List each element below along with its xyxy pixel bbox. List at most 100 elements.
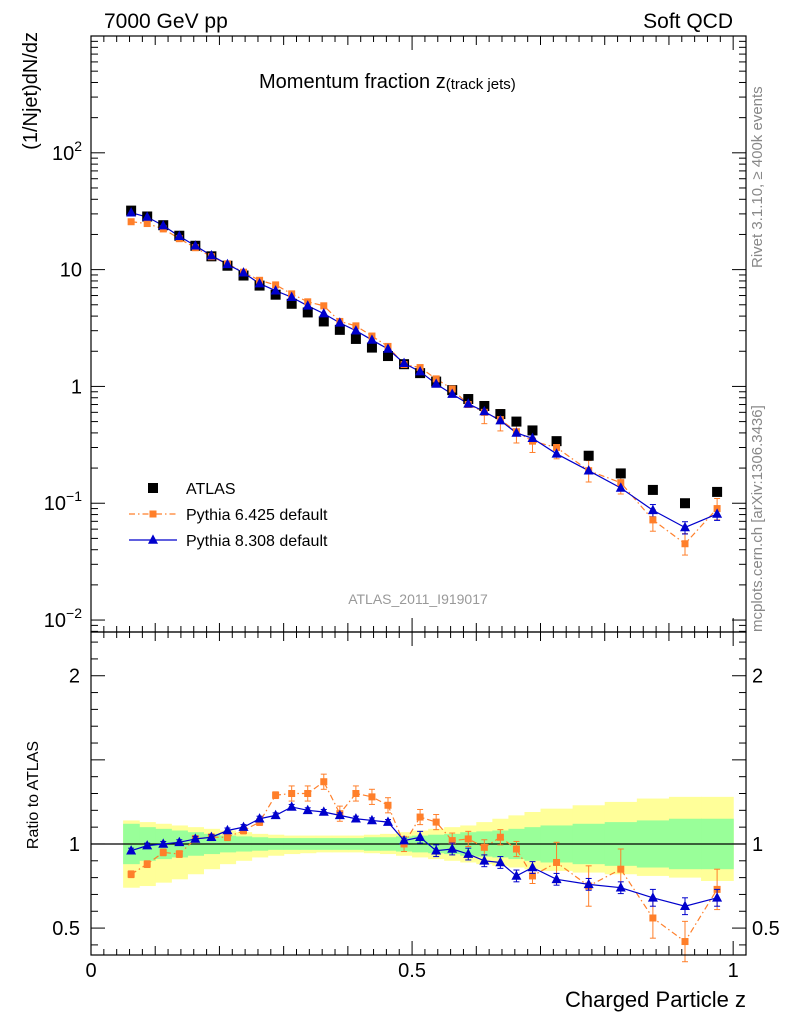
ratio-pythia8-point bbox=[415, 831, 426, 842]
atlas-point bbox=[679, 498, 690, 509]
ratio-pythia6-point bbox=[352, 790, 360, 797]
x-tick-label: 0.5 bbox=[398, 960, 426, 982]
ratio-pythia6-point bbox=[617, 865, 625, 873]
pythia8-point bbox=[158, 220, 169, 230]
header-left: 7000 GeV pp bbox=[104, 10, 228, 33]
pythia6-point bbox=[127, 218, 135, 226]
pythia6-point bbox=[320, 302, 328, 310]
y-tick-label: 10 bbox=[60, 260, 82, 282]
y-tick-exp: 2 bbox=[74, 138, 82, 154]
pythia8-point bbox=[126, 207, 137, 217]
pythia8-point bbox=[190, 240, 201, 250]
ratio-pythia6-point bbox=[384, 801, 392, 809]
atlas-point bbox=[583, 450, 594, 461]
ratio-pythia6-point bbox=[432, 818, 440, 826]
pythia6-point bbox=[553, 444, 561, 452]
legend-label: Pythia 8.308 default bbox=[186, 533, 328, 550]
ratio-pythia8-point bbox=[222, 824, 233, 835]
mcplots-label: mcplots.cern.ch [arXiv:1306.3436] bbox=[749, 405, 766, 632]
atlas-point bbox=[366, 342, 377, 353]
ratio-pythia6-point bbox=[416, 813, 424, 821]
pythia6-point bbox=[649, 516, 657, 524]
ratio-pythia6-point bbox=[649, 914, 657, 922]
pythia8-point bbox=[174, 230, 185, 241]
ratio-y-tick-label-right: 1 bbox=[752, 834, 763, 856]
rivet-label: Rivet 3.1.10, ≥ 400k events bbox=[749, 86, 766, 268]
legend-label: Pythia 6.425 default bbox=[186, 507, 328, 524]
y-tick-label: 102 bbox=[52, 138, 82, 165]
legend-marker bbox=[148, 534, 158, 544]
title-sub: (track jets) bbox=[446, 76, 516, 93]
atlas-point bbox=[712, 486, 723, 497]
atlas-point bbox=[334, 324, 345, 335]
ratio-pythia8-point bbox=[382, 816, 393, 826]
ratio-pythia6-point bbox=[304, 790, 312, 797]
y-tick-label: 10−2 bbox=[44, 605, 82, 632]
pythia8-point bbox=[142, 211, 153, 221]
ratio-pythia8-point bbox=[463, 848, 474, 858]
y-tick-base: 1 bbox=[71, 376, 82, 398]
ratio-ylabel: Ratio to ATLAS bbox=[25, 741, 42, 849]
pythia6-point bbox=[681, 540, 689, 548]
ratio-y-tick-label-left: 0.5 bbox=[52, 918, 80, 940]
y-tick-label: 10−1 bbox=[44, 488, 82, 515]
pythia6-line bbox=[131, 221, 718, 545]
ratio-pythia8-point bbox=[551, 873, 562, 884]
xlabel: Charged Particle z bbox=[565, 987, 746, 1012]
ratio-pythia8-point bbox=[334, 809, 345, 820]
atlas-point bbox=[350, 333, 361, 344]
y-tick-base: 10 bbox=[44, 610, 66, 632]
pythia8-point bbox=[415, 365, 426, 376]
x-tick-label: 0 bbox=[85, 960, 96, 982]
atlas-point bbox=[551, 436, 562, 447]
pythia8-point bbox=[334, 317, 345, 327]
ratio-frame bbox=[90, 631, 747, 956]
ratio-pythia8-point bbox=[190, 833, 201, 843]
ratio-pythia8-point bbox=[447, 843, 458, 853]
pythia8-point bbox=[382, 343, 393, 353]
ratio-pythia6-point bbox=[368, 793, 376, 801]
pythia8-point bbox=[431, 378, 442, 388]
pythia8-point bbox=[318, 308, 329, 318]
ratio-y-tick-label-left: 1 bbox=[69, 834, 80, 856]
ratio-pythia8-point bbox=[286, 801, 297, 811]
ratio-pythia6-point bbox=[512, 845, 520, 853]
ratio-pythia8-point bbox=[238, 821, 249, 831]
legend: ATLAS Pythia 6.425 default Pythia 8.308 de… bbox=[129, 481, 328, 550]
y-tick-base: 10 bbox=[52, 143, 74, 165]
legend-label: ATLAS bbox=[186, 481, 236, 498]
atlas-point bbox=[382, 351, 393, 362]
atlas-point bbox=[495, 409, 506, 420]
pythia8-point bbox=[270, 285, 281, 295]
ratio-pythia8-point bbox=[366, 814, 377, 825]
ratio-pythia8-point bbox=[479, 855, 490, 865]
ratio-y-tick-label-right: 0.5 bbox=[752, 918, 780, 940]
ratio-pythia6-point bbox=[480, 843, 488, 851]
ratio-pythia8-point bbox=[350, 813, 361, 823]
ratio-pythia8-point bbox=[431, 845, 442, 855]
main-title: Momentum fraction z(track jets) bbox=[259, 71, 516, 93]
pythia8-point bbox=[399, 357, 410, 368]
ratio-pythia8-point bbox=[126, 845, 137, 855]
pythia8-point bbox=[551, 448, 562, 458]
y-tick-label: 1 bbox=[71, 376, 82, 398]
y-tick-exp: −2 bbox=[66, 605, 82, 621]
pythia8-point bbox=[254, 277, 265, 288]
pythia8-point bbox=[511, 427, 522, 437]
ratio-pythia6-point bbox=[143, 860, 151, 868]
pythia6-point bbox=[143, 220, 151, 228]
ratio-pythia6-point bbox=[448, 837, 456, 845]
pythia8-point bbox=[222, 258, 233, 269]
title-main: Momentum fraction z bbox=[259, 71, 446, 93]
atlas-point bbox=[302, 307, 313, 318]
ratio-pythia6-point bbox=[175, 850, 183, 858]
atlas-point bbox=[270, 289, 281, 300]
pythia8-point bbox=[712, 508, 723, 518]
ratio-pythia8-point bbox=[527, 861, 538, 872]
ratio-y-tick-label-left: 2 bbox=[69, 666, 80, 688]
ratio-pythia6-point bbox=[223, 833, 231, 841]
ratio-pythia8-point bbox=[511, 870, 522, 880]
atlas-point bbox=[511, 416, 522, 427]
